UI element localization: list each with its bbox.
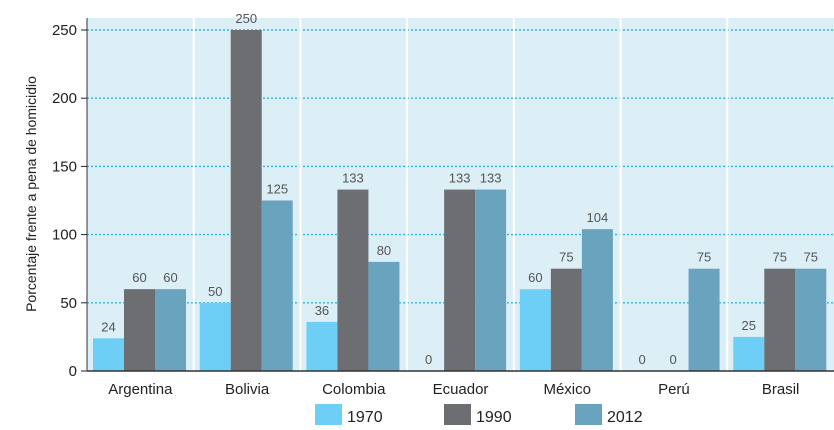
bar-2012 [155,289,186,371]
legend-item: 2012 [575,404,643,426]
y-tick-label: 150 [52,158,77,175]
bar-2012 [368,261,400,371]
data-label: 0 [425,352,432,367]
data-labels: 24 60 60 50 250 125 36 133 80 0 133 133 60 75 104 0 0 75 2… [101,11,818,367]
y-tick-label: 100 [52,227,77,244]
x-tick-label: Ecuador [433,381,489,398]
y-tick-label: 50 [60,295,77,312]
x-tick-label: Perú [658,381,690,398]
data-label: 133 [449,171,471,186]
data-label: 80 [377,243,391,258]
data-label: 133 [480,171,502,186]
legend: 1970 1990 2012 [315,404,643,426]
bar-2012 [475,189,507,371]
y-tick-label: 250 [52,22,77,39]
bar-1990 [230,30,262,371]
bar-1990 [550,268,582,371]
bar-1970 [199,302,231,371]
data-label: 75 [559,250,573,265]
bar-2012 [261,200,293,371]
legend-swatch [315,404,342,425]
data-label: 104 [587,210,609,225]
bar-1990 [337,189,369,371]
y-axis: 0 50 100 150 200 250 [52,22,87,380]
y-axis-title: Porcentaje frente a pena de homicidio [23,76,39,312]
bar-2012 [581,229,613,371]
y-tick-label: 200 [52,90,77,107]
legend-swatch [444,404,471,425]
legend-item: 1970 [315,404,383,426]
x-tick-label: Colombia [322,381,386,398]
bar-1990 [764,268,796,371]
data-label: 60 [132,270,146,285]
x-tick-label: México [543,381,591,398]
data-label: 36 [315,303,329,318]
x-tick-label: Brasil [762,381,800,398]
bar-2012 [688,268,720,371]
y-tick-label: 0 [69,363,77,380]
data-label: 75 [773,250,787,265]
bar-1970 [93,338,124,371]
legend-label: 1970 [347,409,383,426]
legend-item: 1990 [444,404,512,426]
bar-2012 [795,268,827,371]
legend-swatch [575,404,602,425]
data-label: 250 [235,11,257,26]
data-label: 0 [669,352,676,367]
x-tick-label: Argentina [108,381,173,398]
data-label: 125 [266,182,288,197]
data-label: 50 [208,284,222,299]
data-label: 75 [697,250,711,265]
bars [93,30,827,371]
data-label: 75 [804,250,818,265]
x-tick-label: Bolivia [225,381,270,398]
data-label: 60 [528,270,542,285]
bar-1970 [306,321,338,371]
data-label: 60 [163,270,177,285]
legend-label: 1990 [476,409,512,426]
bar-1970 [733,336,765,371]
data-label: 24 [101,319,115,334]
bar-1990 [444,189,476,371]
data-label: 25 [742,318,756,333]
x-axis: Argentina Bolivia Colombia Ecuador México Per… [86,18,834,398]
bar-1970 [519,289,551,371]
data-label: 0 [638,352,645,367]
data-label: 133 [342,171,364,186]
category-separators [192,18,729,371]
legend-label: 2012 [607,409,643,426]
bar-1990 [124,289,155,371]
